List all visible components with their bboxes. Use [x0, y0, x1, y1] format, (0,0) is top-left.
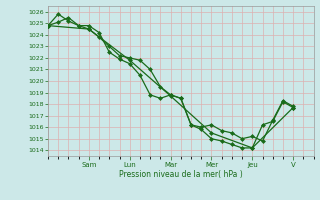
X-axis label: Pression niveau de la mer( hPa ): Pression niveau de la mer( hPa ) — [119, 170, 243, 179]
